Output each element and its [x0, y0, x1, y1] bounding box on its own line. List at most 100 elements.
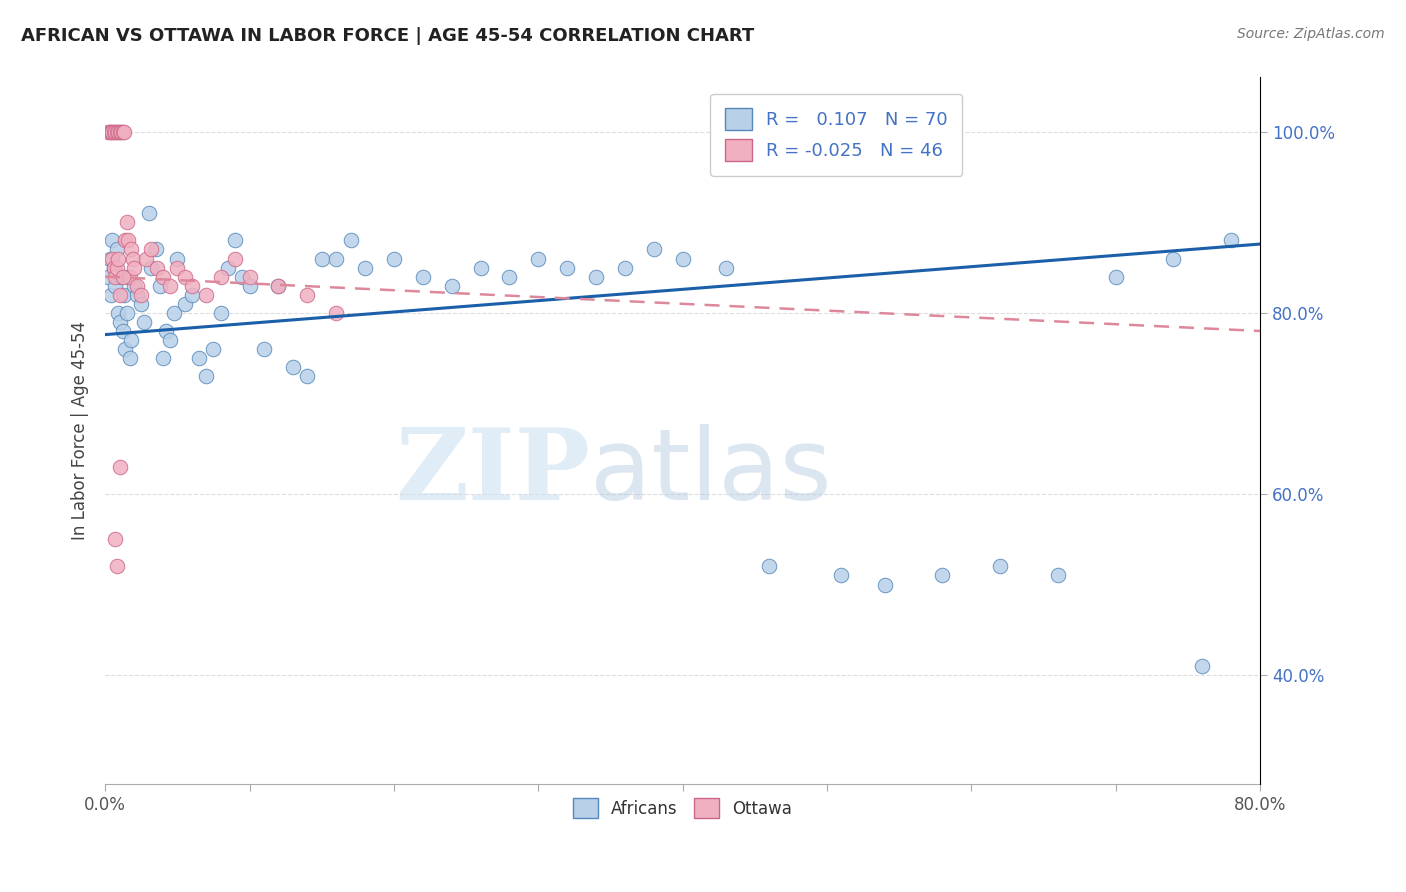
Point — [121, 252, 143, 266]
Point — [527, 252, 550, 266]
Point — [101, 252, 124, 266]
Point — [122, 260, 145, 275]
Point — [101, 234, 124, 248]
Point — [111, 324, 134, 338]
Text: Source: ZipAtlas.com: Source: ZipAtlas.com — [1237, 27, 1385, 41]
Point — [1191, 659, 1213, 673]
Point — [107, 306, 129, 320]
Point — [108, 315, 131, 329]
Point — [103, 125, 125, 139]
Point — [267, 278, 290, 293]
Point — [107, 125, 129, 139]
Point — [281, 360, 304, 375]
Point — [613, 260, 636, 275]
Point — [325, 252, 347, 266]
Point — [129, 297, 152, 311]
Point — [238, 278, 260, 293]
Point — [108, 125, 131, 139]
Point — [238, 269, 260, 284]
Point — [103, 260, 125, 275]
Point — [118, 269, 141, 284]
Point — [325, 306, 347, 320]
Point — [195, 369, 218, 384]
Point — [104, 533, 127, 547]
Point — [470, 260, 492, 275]
Point — [498, 269, 520, 284]
Point — [166, 252, 188, 266]
Point — [134, 315, 156, 329]
Point — [267, 278, 290, 293]
Point — [159, 333, 181, 347]
Point — [104, 269, 127, 284]
Point — [1046, 568, 1069, 582]
Point — [149, 278, 172, 293]
Point — [253, 342, 276, 356]
Point — [231, 269, 253, 284]
Text: atlas: atlas — [591, 425, 832, 522]
Point — [117, 269, 139, 284]
Point — [115, 215, 138, 229]
Point — [209, 306, 232, 320]
Point — [141, 243, 163, 257]
Point — [141, 260, 163, 275]
Point — [195, 287, 218, 301]
Point — [104, 125, 127, 139]
Point — [125, 278, 148, 293]
Point — [114, 234, 136, 248]
Point — [111, 125, 134, 139]
Point — [115, 306, 138, 320]
Point — [108, 459, 131, 474]
Point — [120, 333, 142, 347]
Point — [101, 125, 124, 139]
Point — [166, 260, 188, 275]
Point — [152, 269, 174, 284]
Point — [107, 252, 129, 266]
Point — [138, 206, 160, 220]
Point — [354, 260, 377, 275]
Point — [129, 287, 152, 301]
Point — [97, 125, 120, 139]
Point — [830, 568, 852, 582]
Point — [114, 342, 136, 356]
Point — [297, 369, 319, 384]
Point — [311, 252, 333, 266]
Point — [122, 278, 145, 293]
Point — [105, 559, 128, 574]
Point — [103, 260, 125, 275]
Point — [112, 125, 135, 139]
Point — [988, 559, 1011, 574]
Point — [110, 269, 132, 284]
Point — [145, 243, 167, 257]
Point — [110, 125, 132, 139]
Point — [100, 287, 122, 301]
Point — [224, 234, 246, 248]
Point — [163, 306, 186, 320]
Point — [671, 252, 693, 266]
Point — [180, 287, 202, 301]
Point — [382, 252, 405, 266]
Point — [108, 287, 131, 301]
Point — [155, 324, 177, 338]
Point — [202, 342, 225, 356]
Point — [125, 287, 148, 301]
Legend: Africans, Ottawa: Africans, Ottawa — [567, 791, 799, 825]
Point — [98, 252, 121, 266]
Point — [180, 278, 202, 293]
Point — [224, 252, 246, 266]
Point — [931, 568, 953, 582]
Point — [105, 243, 128, 257]
Point — [440, 278, 463, 293]
Point — [173, 297, 195, 311]
Point — [97, 269, 120, 284]
Point — [120, 243, 142, 257]
Text: AFRICAN VS OTTAWA IN LABOR FORCE | AGE 45-54 CORRELATION CHART: AFRICAN VS OTTAWA IN LABOR FORCE | AGE 4… — [21, 27, 755, 45]
Point — [100, 125, 122, 139]
Point — [643, 243, 665, 257]
Point — [412, 269, 434, 284]
Point — [104, 278, 127, 293]
Point — [135, 252, 157, 266]
Point — [873, 577, 896, 591]
Point — [152, 351, 174, 366]
Point — [105, 260, 128, 275]
Point — [714, 260, 737, 275]
